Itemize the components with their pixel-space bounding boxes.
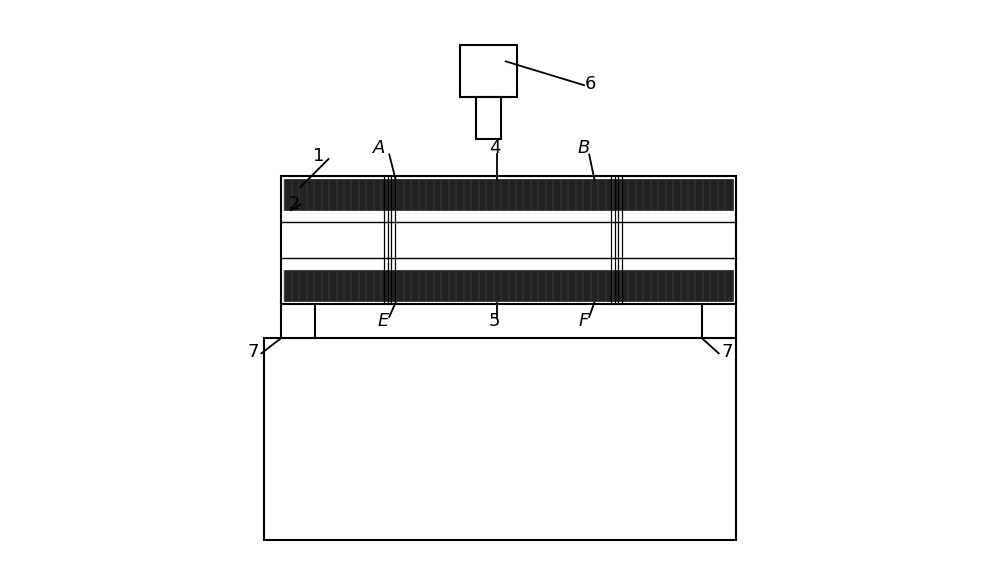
Bar — [702, 301, 736, 338]
Bar — [281, 176, 736, 304]
Bar — [284, 270, 733, 301]
Text: 7: 7 — [721, 343, 733, 361]
Text: 2: 2 — [289, 195, 300, 214]
Bar — [460, 45, 517, 97]
Text: 7: 7 — [247, 343, 259, 361]
Text: 6: 6 — [585, 75, 597, 93]
Text: A: A — [373, 139, 386, 157]
Bar — [476, 97, 501, 139]
Bar — [264, 338, 736, 540]
Text: 1: 1 — [313, 147, 324, 165]
Text: 4: 4 — [489, 139, 500, 157]
Text: B: B — [578, 139, 590, 157]
Bar — [284, 179, 733, 210]
Text: E: E — [378, 312, 389, 330]
Bar — [281, 301, 315, 338]
Text: F: F — [579, 312, 589, 330]
Text: 5: 5 — [489, 312, 500, 330]
